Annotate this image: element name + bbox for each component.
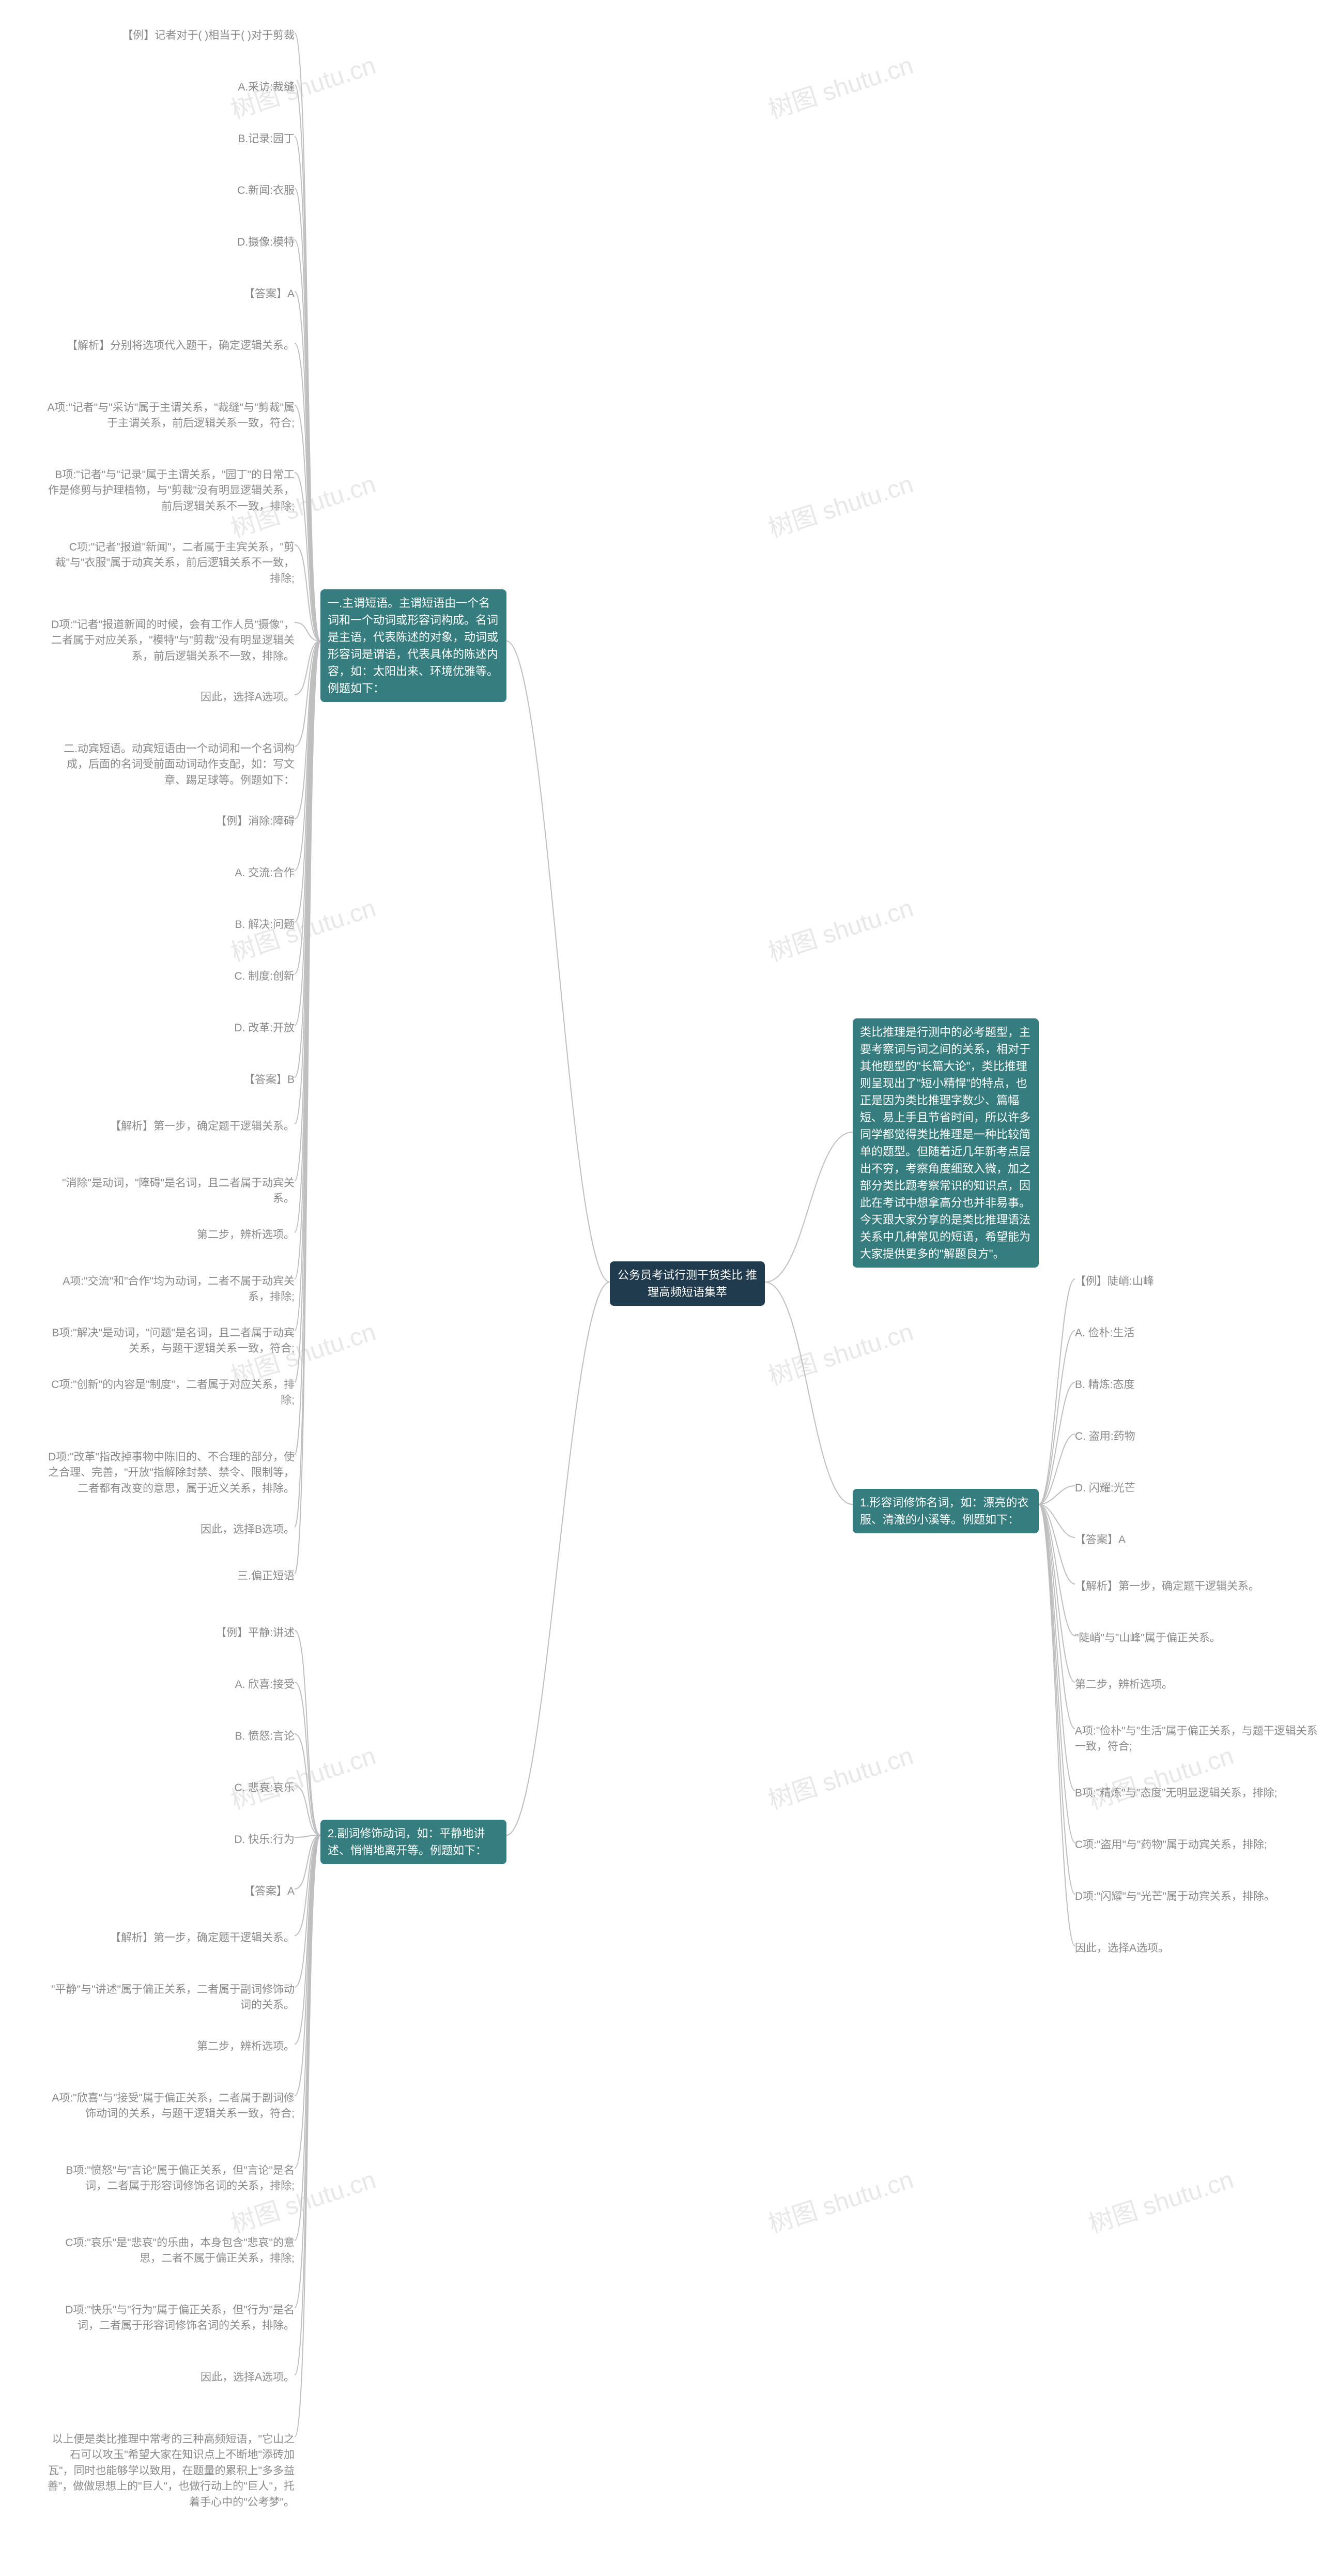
branch-sv-label: 一.主谓短语。主谓短语由一个名词和一个动词或形容词构成。名词是主语，代表陈述的对… [328,597,498,695]
leaf-item: C. 制度:创新 [47,967,295,986]
leaf-item: A. 欣喜:接受 [47,1675,295,1695]
leaf-item: D项:"快乐"与"行为"属于偏正关系，但"行为"是名词，二者属于形容词修饰名词的… [47,2300,295,2336]
leaf-item: 【解析】第一步，确定题干逻辑关系。 [47,1117,295,1136]
leaf-item: D项:"记者"报道新闻的时候，会有工作人员"摄像"，二者属于对应关系，"模特"与… [47,615,295,666]
leaf-item: "陡峭"与"山峰"属于偏正关系。 [1075,1628,1323,1648]
leaf-item: 【解析】分别将选项代入题干，确定逻辑关系。 [47,336,295,356]
leaf-item: D项:"闪耀"与"光芒"属于动宾关系，排除。 [1075,1887,1323,1907]
leaf-item: 第二步，辨析选项。 [1075,1675,1323,1695]
leaf-item: A项:"俭朴"与"生活"属于偏正关系，与题干逻辑关系一致，符合; [1075,1721,1323,1757]
leaf-item: A项:"记者"与"采访"属于主谓关系，"裁缝"与"剪裁"属于主谓关系，前后逻辑关… [47,398,295,434]
leaf-item: 【例】消除:障碍 [47,812,295,831]
branch-sv: 一.主谓短语。主谓短语由一个名词和一个动词或形容词构成。名词是主语，代表陈述的对… [320,589,506,702]
branch-xmod: 1.形容词修饰名词，如：漂亮的衣服、清澈的小溪等。例题如下： [853,1489,1039,1533]
watermark: 树图 shutu.cn [763,45,917,126]
leaf-item: D项:"改革"指改掉事物中陈旧的、不合理的部分，使之合理、完善，"开放"指解除封… [47,1447,295,1499]
leaf-item: B.记录:园丁 [47,129,295,149]
branch-xmod-label: 1.形容词修饰名词，如：漂亮的衣服、清澈的小溪等。例题如下： [860,1496,1028,1526]
watermark: 树图 shutu.cn [763,464,917,544]
leaf-item: "平静"与"讲述"属于偏正关系，二者属于副词修饰动词的关系。 [47,1980,295,2016]
leaf-item: D. 闪耀:光芒 [1075,1478,1323,1498]
watermark: 树图 shutu.cn [763,1735,917,1816]
leaf-item: 因此，选择A选项。 [47,688,295,707]
leaf-item: 【答案】A [1075,1530,1323,1550]
leaf-item: 【答案】B [47,1070,295,1090]
watermark: 树图 shutu.cn [763,2159,917,2240]
leaf-item: D. 快乐:行为 [47,1830,295,1850]
leaf-item: 因此，选择B选项。 [47,1520,295,1539]
leaf-item: D. 改革:开放 [47,1018,295,1038]
leaf-item: 因此，选择A选项。 [1075,1939,1323,1958]
leaf-item: B项:"精炼"与"态度"无明显逻辑关系，排除; [1075,1784,1323,1803]
leaf-item: B项:"记者"与"记录"属于主谓关系，"园丁"的日常工作是修剪与护理植物，与"剪… [47,465,295,516]
leaf-item: 【答案】A [47,1882,295,1901]
leaf-item: B项:"解决"是动词，"问题"是名词，且二者属于动宾关系，与题干逻辑关系一致，符… [47,1323,295,1359]
leaf-item: B项:"愤怒"与"言论"属于偏正关系，但"言论"是名词，二者属于形容词修饰名词的… [47,2161,295,2197]
leaf-item: C. 盗用:药物 [1075,1427,1323,1446]
leaf-item: 【例】记者对于( )相当于( )对于剪裁 [47,26,295,45]
leaf-item: C项:"哀乐"是"悲哀"的乐曲，本身包含"悲哀"的意思，二者不属于偏正关系，排除… [47,2233,295,2269]
leaf-item: C项:"记者"报道"新闻"，二者属于主宾关系，"剪裁"与"衣服"属于动宾关系，前… [47,538,295,589]
leaf-item: A. 交流:合作 [47,863,295,883]
leaf-item: C. 悲哀:哀乐 [47,1778,295,1798]
intro-node: 类比推理是行测中的必考题型，主要考察词与词之间的关系，相对于其他题型的"长篇大论… [853,1018,1039,1268]
leaf-item: 【例】陡峭:山峰 [1075,1272,1323,1291]
leaf-item: B. 愤怒:言论 [47,1727,295,1746]
leaf-item: A.采访:裁缝 [47,78,295,97]
watermark: 树图 shutu.cn [763,1312,917,1392]
watermark: 树图 shutu.cn [763,888,917,968]
leaf-item: 【答案】A [47,284,295,304]
leaf-item: A项:"欣喜"与"接受"属于偏正关系，二者属于副词修饰动词的关系，与题干逻辑关系… [47,2089,295,2124]
leaf-item: 三.偏正短语 [47,1566,295,1586]
intro-label: 类比推理是行测中的必考题型，主要考察词与词之间的关系，相对于其他题型的"长篇大论… [860,1026,1030,1260]
watermark: 树图 shutu.cn [225,1735,379,1816]
leaf-item: A项:"交流"和"合作"均为动词，二者不属于动宾关系，排除; [47,1272,295,1307]
leaf-item: 【解析】第一步，确定题干逻辑关系。 [47,1928,295,1948]
leaf-item: A. 俭朴:生活 [1075,1323,1323,1343]
branch-advv-label: 2.副词修饰动词，如：平静地讲述、悄悄地离开等。例题如下： [328,1827,487,1857]
watermark: 树图 shutu.cn [1083,2159,1237,2240]
leaf-item: 【例】平静:讲述 [47,1623,295,1643]
leaf-item: B. 解决:问题 [47,915,295,935]
root-node: 公务员考试行测干货类比 推理高频短语集萃 [610,1261,765,1306]
leaf-item: 二.动宾短语。动宾短语由一个动词和一个名词构成，后面的名词受前面动词动作支配，如… [47,739,295,790]
leaf-item: 以上便是类比推理中常考的三种高频短语，"它山之石可以攻玉"希望大家在知识点上不断… [47,2430,295,2512]
leaf-item: 第二步，辨析选项。 [47,2037,295,2056]
branch-advv: 2.副词修饰动词，如：平静地讲述、悄悄地离开等。例题如下： [320,1820,506,1864]
leaf-item: 【解析】第一步，确定题干逻辑关系。 [1075,1577,1323,1596]
leaf-item: 因此，选择A选项。 [47,2368,295,2387]
leaf-item: B. 精炼:态度 [1075,1375,1323,1395]
leaf-item: C.新闻:衣服 [47,181,295,201]
leaf-item: C项:"创新"的内容是"制度"，二者属于对应关系，排除; [47,1375,295,1411]
root-label: 公务员考试行测干货类比 推理高频短语集萃 [618,1269,757,1299]
leaf-item: 第二步，辨析选项。 [47,1225,295,1245]
leaf-item: "消除"是动词，"障碍"是名词，且二者属于动宾关系。 [47,1173,295,1209]
leaf-item: C项:"盗用"与"药物"属于动宾关系，排除; [1075,1835,1323,1855]
leaf-item: D.摄像:模特 [47,233,295,252]
